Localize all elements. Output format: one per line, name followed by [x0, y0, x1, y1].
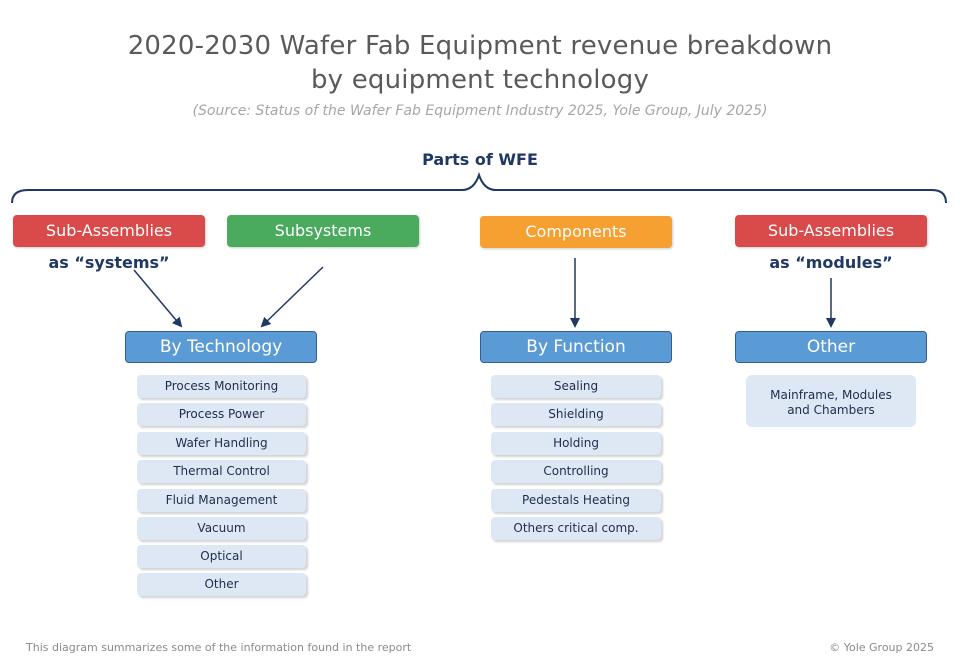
sub-assemblies-modules-box: Sub-Assemblies: [735, 215, 927, 247]
function-item: Sealing: [491, 375, 661, 398]
function-item: Pedestals Heating: [491, 489, 661, 512]
technology-item: Wafer Handling: [137, 432, 306, 455]
technology-item: Fluid Management: [137, 489, 306, 512]
sub-assemblies-systems-box: Sub-Assemblies: [13, 215, 205, 247]
function-item: Holding: [491, 432, 661, 455]
diagram-title-line1: 2020-2030 Wafer Fab Equipment revenue br…: [127, 31, 833, 61]
components-box: Components: [480, 216, 672, 248]
technology-item: Optical: [137, 545, 306, 568]
mainframe-modules-chambers-box: Mainframe, Modules and Chambers: [746, 375, 916, 427]
modules-note: as “modules”: [769, 253, 893, 272]
diagram-title-line2: by equipment technology: [310, 65, 650, 95]
arrow-systems-to-technology: [133, 269, 183, 328]
subsystems-box: Subsystems: [227, 215, 419, 247]
other-item-line2: and Chambers: [787, 403, 875, 417]
by-function-box: By Function: [480, 331, 672, 363]
wfe-brace: [11, 171, 947, 204]
technology-item: Vacuum: [137, 517, 306, 540]
other-group-box: Other: [735, 331, 927, 363]
arrow-subsystems-to-technology: [260, 266, 324, 328]
function-item: Others critical comp.: [491, 517, 661, 540]
technology-item: Process Power: [137, 403, 306, 426]
function-item: Shielding: [491, 403, 661, 426]
footer-note: This diagram summarizes some of the info…: [26, 641, 412, 654]
source-note: (Source: Status of the Wafer Fab Equipme…: [192, 103, 768, 119]
systems-note: as “systems”: [48, 253, 170, 272]
by-technology-box: By Technology: [125, 331, 317, 363]
footer-copyright: © Yole Group 2025: [829, 641, 934, 654]
technology-item: Other: [137, 573, 306, 596]
parts-of-wfe-label: Parts of WFE: [422, 150, 538, 169]
other-item-line1: Mainframe, Modules: [770, 388, 892, 402]
technology-item: Thermal Control: [137, 460, 306, 483]
technology-item: Process Monitoring: [137, 375, 306, 398]
function-item: Controlling: [491, 460, 661, 483]
